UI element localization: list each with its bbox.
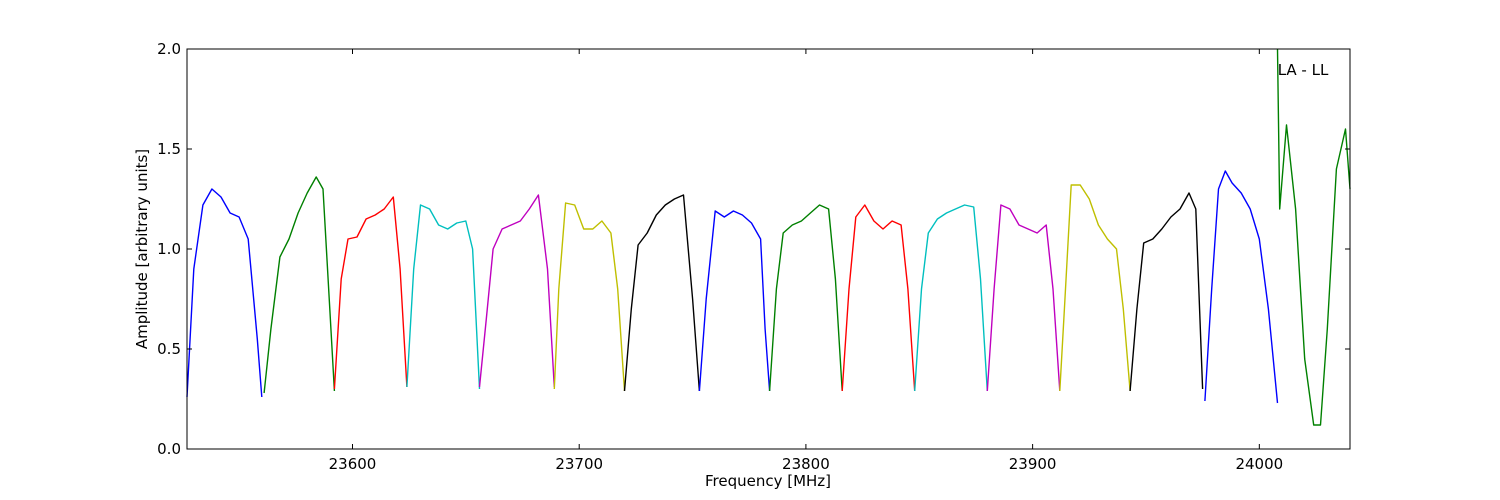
series-layer <box>186 48 1351 426</box>
series-line-5 <box>478 194 555 388</box>
x-tick-label: 23800 <box>782 455 830 473</box>
x-tick-label: 23600 <box>329 455 377 473</box>
x-tick-label: 23700 <box>555 455 603 473</box>
series-line-3 <box>333 196 408 390</box>
plot-frame <box>186 48 1351 450</box>
series-line-13 <box>1059 184 1131 392</box>
series-line-16 <box>1276 48 1351 426</box>
y-tick-label: 1.5 <box>157 140 181 158</box>
ticks-layer: 23600 23700 23800 23900 24000 0.0 0.5 1.0 1.5 2.0 <box>157 40 1350 473</box>
x-axis-label: Frequency [MHz] <box>705 472 831 490</box>
x-tick-label: 23900 <box>1009 455 1057 473</box>
series-line-2 <box>263 176 336 394</box>
series-line-7 <box>623 194 701 392</box>
series-line-11 <box>914 204 988 392</box>
series-line-8 <box>698 210 771 392</box>
y-tick-label: 2.0 <box>157 40 181 58</box>
y-tick-label: 0.5 <box>157 340 181 358</box>
y-tick-label: 1.0 <box>157 240 181 258</box>
series-line-9 <box>768 204 843 392</box>
annotation-label: LA - LL <box>1278 61 1329 79</box>
series-line-1 <box>186 188 263 398</box>
series-line-15 <box>1204 170 1279 404</box>
series-line-6 <box>553 202 626 392</box>
y-tick-label: 0.0 <box>157 440 181 458</box>
series-line-10 <box>841 204 916 392</box>
x-tick-label: 24000 <box>1235 455 1283 473</box>
series-line-14 <box>1129 192 1204 392</box>
y-axis-label: Amplitude [arbitrary units] <box>133 149 151 349</box>
series-line-4 <box>406 204 481 390</box>
series-line-12 <box>986 204 1061 392</box>
